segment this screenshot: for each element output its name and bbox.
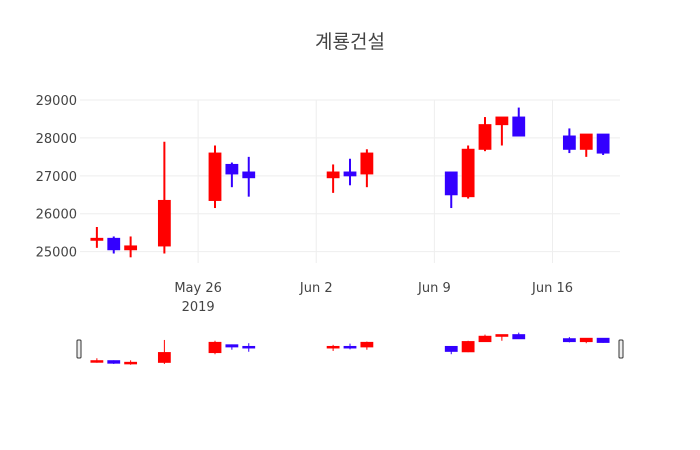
slider-candle [242, 343, 256, 352]
slider-candle [562, 337, 576, 343]
chart-title: 계룡건설 [315, 31, 385, 53]
candle [461, 145, 475, 199]
candle-body [495, 334, 509, 337]
candle-body [478, 335, 492, 343]
candle-body [579, 133, 593, 150]
candle-body [242, 345, 256, 349]
x-tick-label: Jun 2 [299, 281, 333, 296]
x-axis-year-label: 2019 [182, 300, 215, 315]
y-axis-ticks: 25000 26000 27000 28000 29000 [36, 94, 77, 261]
candle [225, 162, 239, 188]
slider-candle [208, 340, 222, 355]
candle [90, 226, 104, 248]
slider-candle [596, 337, 610, 343]
slider-candle [124, 360, 138, 365]
candle [107, 236, 121, 254]
y-tick-label: 28000 [36, 132, 77, 147]
slider-candle [343, 343, 357, 350]
candle-body [343, 345, 357, 349]
range-slider-left-handle[interactable] [76, 339, 82, 359]
candle-body [579, 337, 593, 343]
slider-candle [512, 332, 526, 340]
candle-body [107, 360, 121, 364]
candle-body [360, 152, 374, 175]
candle [326, 164, 340, 193]
candle-body [157, 352, 171, 363]
candle-body [208, 152, 222, 201]
slider-candle [157, 339, 171, 364]
candle-body [461, 341, 475, 353]
candle-body [242, 171, 256, 179]
candle-body [326, 171, 340, 179]
candle-body [562, 338, 576, 343]
candle [562, 128, 576, 154]
candle-body [157, 199, 171, 247]
candle [596, 133, 610, 155]
slider-candle [495, 334, 509, 341]
candle [495, 116, 509, 146]
candle-body [343, 171, 357, 177]
candle-body [225, 163, 239, 175]
slider-candle [326, 344, 340, 351]
candle [478, 117, 492, 152]
candle [157, 141, 171, 254]
y-tick-label: 26000 [36, 208, 77, 223]
candle-body [461, 148, 475, 198]
slider-candle [461, 340, 475, 353]
candle-layer [90, 107, 610, 258]
candle-body [596, 133, 610, 154]
candle-body [90, 237, 104, 241]
slider-candle [360, 341, 374, 350]
candle-body [225, 344, 239, 348]
y-tick-label: 25000 [36, 246, 77, 261]
candle-body [478, 124, 492, 150]
candle-body [562, 135, 576, 150]
slider-candle [478, 334, 492, 343]
candle-body [326, 345, 340, 349]
x-tick-label: Jun 16 [531, 281, 573, 296]
range-slider[interactable] [76, 329, 624, 368]
candle [579, 133, 593, 157]
candle [242, 156, 256, 197]
candle-body [124, 245, 138, 251]
slider-candle [579, 337, 593, 344]
candle-body [444, 345, 458, 352]
candle [124, 236, 138, 258]
candle-body [444, 171, 458, 196]
candle-body [124, 361, 138, 365]
y-tick-label: 29000 [36, 94, 77, 109]
slider-candle [107, 360, 121, 364]
candle-body [512, 116, 526, 137]
candle [343, 158, 357, 186]
candle-body [208, 341, 222, 354]
candle-body [495, 116, 509, 126]
candle-body [360, 341, 374, 348]
candle [444, 171, 458, 209]
candle [208, 145, 222, 209]
x-tick-label: May 26 [174, 281, 222, 296]
candle-body [90, 360, 104, 363]
slider-candle [90, 358, 104, 363]
y-tick-label: 27000 [36, 170, 77, 185]
slider-candle [225, 344, 239, 350]
slider-candle [444, 345, 458, 355]
x-axis-ticks: May 26 Jun 2 Jun 9 Jun 16 [174, 281, 573, 296]
candle [512, 107, 526, 137]
candle [360, 149, 374, 188]
range-slider-right-handle[interactable] [618, 339, 624, 359]
candle-body [107, 237, 121, 251]
candle-body [512, 334, 526, 340]
x-tick-label: Jun 9 [417, 281, 451, 296]
candle-body [596, 337, 610, 343]
